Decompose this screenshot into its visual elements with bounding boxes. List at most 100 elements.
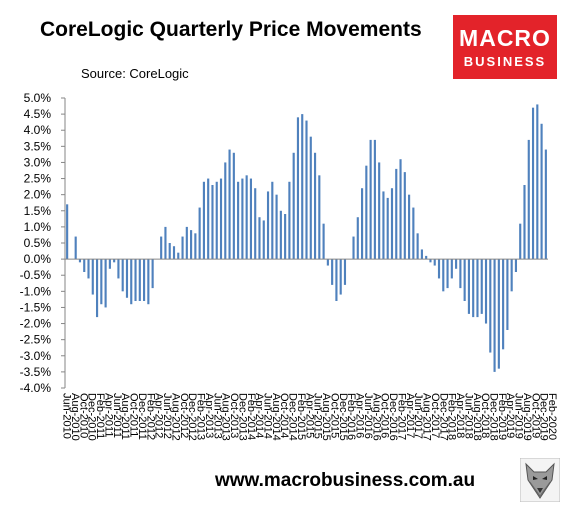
bar	[403, 172, 406, 260]
bar	[202, 181, 205, 260]
x-tick-label: Oct-2010	[77, 393, 89, 438]
bar	[373, 139, 376, 260]
bar	[309, 136, 312, 260]
bar	[262, 220, 265, 260]
y-axis: -4.0% -3.5% -3.0% -2.5% -2.0% -1.5% -1.0% -0.5%…	[20, 91, 66, 395]
bar	[258, 217, 261, 260]
bar	[493, 259, 496, 372]
bar	[386, 197, 389, 260]
x-tick-label: Oct-2016	[379, 393, 391, 438]
bar	[108, 259, 111, 269]
x-tick-label: Jun-2010	[61, 393, 73, 439]
x-tick-label: Apr-2013	[203, 393, 215, 438]
bar	[160, 236, 163, 260]
x-tick-label: Aug-2014	[270, 393, 282, 441]
bar	[284, 214, 287, 260]
bar	[271, 181, 274, 260]
bar	[484, 259, 488, 324]
bar	[544, 149, 547, 260]
bar	[420, 249, 423, 260]
bar	[232, 152, 235, 260]
bar	[87, 259, 90, 279]
x-tick-label: Apr-2012	[153, 393, 165, 438]
bar	[296, 117, 300, 260]
x-tick-label: Jun-2016	[362, 393, 374, 439]
x-tick-label: Feb-2020	[546, 393, 558, 440]
bar	[531, 107, 535, 260]
bar	[459, 259, 462, 289]
bar	[352, 236, 355, 260]
chart-title: CoreLogic Quarterly Price Movements	[40, 18, 422, 41]
bar	[177, 252, 180, 260]
bar	[172, 246, 176, 260]
x-tick-label: Apr-2017	[404, 393, 416, 438]
x-tick-label: Feb-2013	[195, 393, 207, 440]
bar	[301, 114, 304, 260]
bar	[194, 233, 197, 260]
y-tick-label: 3.5%	[24, 139, 52, 153]
x-tick-label: Jun-2015	[312, 393, 324, 439]
bar	[181, 236, 184, 260]
x-tick-label: Apr-2014	[253, 393, 265, 438]
x-tick-label: Feb-2017	[395, 393, 407, 440]
bar	[104, 259, 107, 308]
website-link[interactable]: www.macrobusiness.com.au	[215, 470, 476, 491]
x-tick-label: Feb-2014	[245, 393, 257, 440]
y-tick-label: -1.0%	[20, 284, 52, 298]
bar	[241, 178, 244, 260]
x-tick-label: Jun-2019	[513, 393, 525, 439]
bar	[433, 259, 436, 266]
bar	[339, 259, 342, 295]
bar	[279, 210, 282, 260]
x-tick-label: Oct-2014	[278, 393, 290, 438]
y-tick-label: 5.0%	[24, 91, 52, 105]
bar	[245, 175, 248, 260]
bar	[147, 259, 150, 305]
x-tick-label: Feb-2011	[94, 393, 106, 439]
y-tick-label: 4.5%	[24, 107, 52, 121]
x-tick-label: Oct-2012	[178, 393, 190, 438]
x-tick-label: Dec-2010	[86, 393, 98, 441]
bar	[506, 259, 509, 330]
x-tick-label: Oct-2015	[328, 393, 340, 438]
y-tick-label: 0.0%	[24, 252, 52, 266]
y-tick-label: 1.5%	[24, 204, 52, 218]
bar	[249, 178, 253, 260]
bar	[237, 181, 240, 260]
wolf-logo-icon	[520, 458, 560, 502]
bar	[74, 236, 77, 260]
x-tick-label: Feb-2012	[144, 393, 156, 440]
x-tick-label: Apr-2015	[303, 393, 315, 438]
bar	[425, 255, 428, 260]
y-tick-label: -3.5%	[20, 365, 52, 379]
bar	[83, 259, 86, 272]
y-tick-label: -2.0%	[20, 317, 52, 331]
bar	[125, 259, 129, 298]
x-tick-label: Oct-2018	[479, 393, 491, 438]
bar	[382, 191, 385, 260]
bar	[313, 152, 317, 260]
bar	[335, 259, 338, 301]
bar	[437, 259, 441, 279]
x-tick-label: Dec-2017	[437, 393, 449, 441]
x-tick-label: Jun-2012	[161, 393, 173, 439]
bar	[369, 139, 372, 260]
x-tick-label: Jun-2017	[412, 393, 424, 439]
bar	[66, 204, 69, 260]
bar	[408, 194, 411, 260]
bar	[429, 259, 432, 263]
x-tick-label: Dec-2018	[488, 393, 500, 441]
bar	[446, 259, 449, 289]
bar	[343, 259, 347, 285]
y-tick-label: 2.0%	[24, 188, 52, 202]
y-tick-label: -2.5%	[20, 333, 52, 347]
x-tick-label: Apr-2016	[354, 393, 366, 438]
bar	[450, 259, 453, 279]
x-tick-label: Apr-2018	[454, 393, 466, 438]
bar	[305, 120, 308, 260]
bar	[254, 188, 257, 260]
bar	[399, 159, 402, 260]
x-tick-label: Jun-2014	[261, 393, 273, 439]
bar	[185, 226, 188, 260]
